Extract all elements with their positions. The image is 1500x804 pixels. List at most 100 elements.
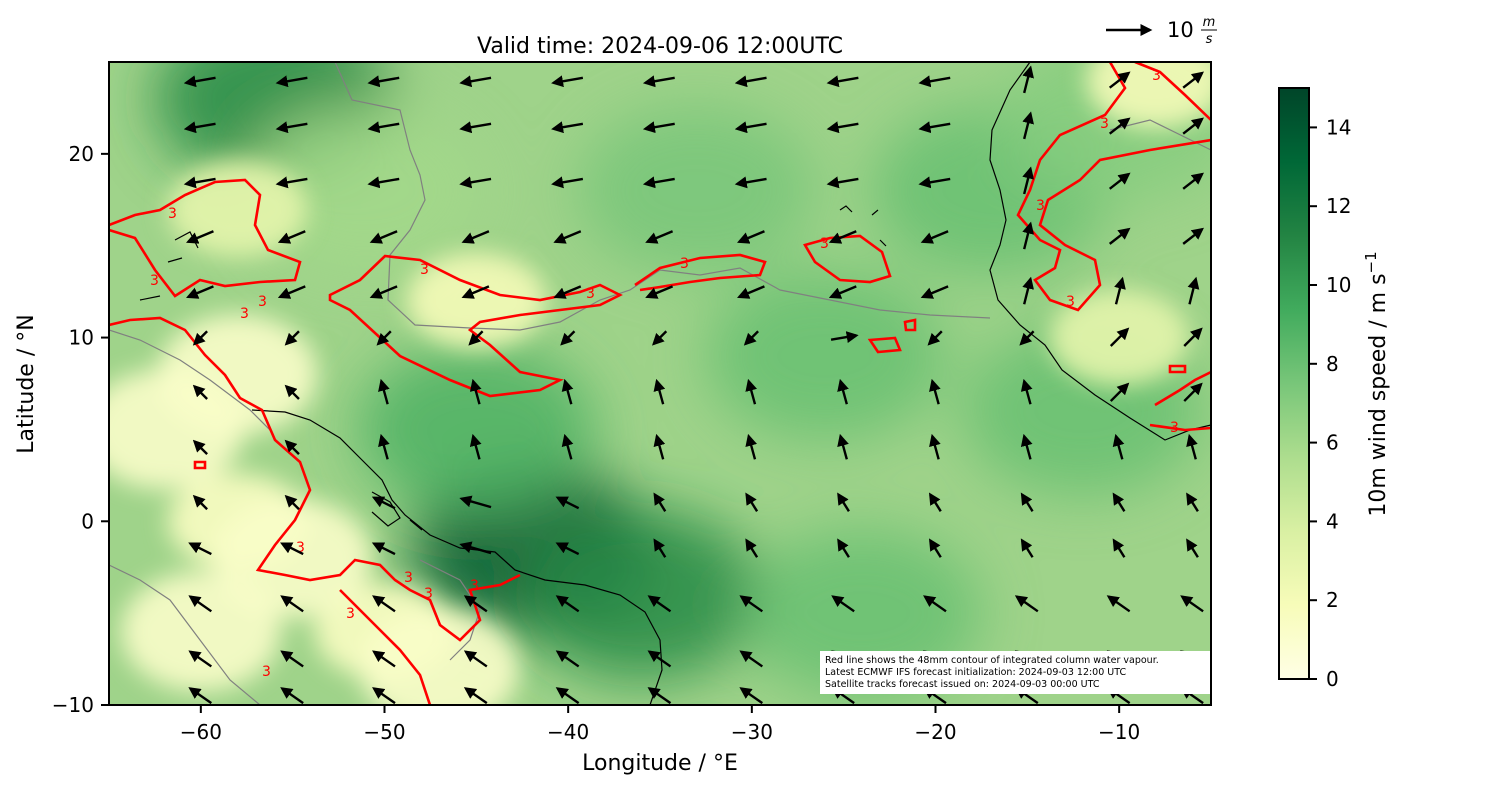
wind-vector-82	[1109, 382, 1130, 402]
wind-vector-24	[183, 176, 216, 189]
wind-speed-high-2	[521, 509, 762, 680]
wind-vector-131	[1180, 595, 1204, 613]
wind-vector-4	[551, 75, 584, 88]
wind-vector-136	[555, 650, 580, 668]
wind-vector-150	[739, 687, 764, 705]
quiver-key: 10 m s	[1106, 15, 1217, 47]
wind-vector-49	[277, 285, 306, 299]
plot-title: Valid time: 2024-09-06 12:00UTC	[477, 34, 843, 59]
wind-vector-21	[1022, 111, 1034, 140]
x-axis-label: Longitude / °E	[582, 751, 738, 776]
wind-speed-land-4	[157, 314, 318, 435]
wind-vector-22	[1108, 117, 1131, 135]
wind-vector-114	[745, 538, 759, 558]
colorbar-label-text: 10m wind speed / m s	[1366, 273, 1391, 516]
wv-contour-africa-north	[1016, 62, 1211, 312]
wind-vector-10	[1108, 71, 1131, 89]
wind-vector-43	[828, 230, 857, 244]
wind-vector-65	[652, 330, 668, 346]
quiver-key-unit-den: s	[1206, 32, 1213, 47]
wind-vector-117	[1020, 538, 1034, 558]
wind-vector-84	[192, 439, 208, 455]
wind-vector-86	[378, 433, 390, 460]
colorbar-ticks: 0 2 4 6 8 10 12 14	[1309, 115, 1351, 691]
wind-vector-59	[1187, 276, 1200, 305]
wind-vector-137	[647, 650, 672, 668]
wind-speed-low-3	[167, 160, 308, 257]
wind-vector-13	[275, 121, 308, 134]
annotation-background	[820, 651, 1211, 694]
contour-label-6: 3	[586, 286, 595, 302]
annotation-box: Red line shows the 48mm contour of integ…	[820, 651, 1211, 694]
annotation-line-3: Satellite tracks forecast issued on: 202…	[825, 679, 1100, 690]
y-tick-label: 0	[81, 509, 94, 533]
wind-vector-85	[284, 439, 300, 455]
colorbar-gradient	[1278, 87, 1310, 680]
wind-vector-23	[1182, 117, 1204, 135]
wind-speed-high-8	[356, 344, 597, 515]
wind-vector-83	[1183, 382, 1203, 402]
wind-vector-146	[372, 687, 396, 705]
gray-contour-north	[334, 62, 991, 331]
y-axis-label: Latitude / °N	[14, 314, 39, 453]
contour-label-9: 3	[1100, 116, 1109, 132]
wind-vector-122	[372, 595, 396, 613]
wind-vector-76	[561, 378, 574, 405]
wind-vector-29	[642, 176, 675, 189]
wind-vector-78	[745, 378, 757, 405]
wind-vector-34	[1108, 172, 1131, 190]
wind-vector-31	[826, 176, 859, 189]
wind-vector-126	[739, 595, 764, 613]
wind-vector-134	[372, 650, 396, 668]
wind-vector-9	[1022, 65, 1034, 94]
wind-vector-87	[469, 433, 482, 460]
contour-label-17: 3	[470, 578, 479, 594]
wind-speed-high-9	[246, 105, 487, 276]
gray-contour-south	[109, 564, 261, 705]
contour-label-3: 3	[240, 306, 249, 322]
wv-contour-africa-northeast	[1134, 62, 1211, 121]
wind-vector-103	[837, 492, 850, 512]
wind-vector-128	[923, 595, 947, 613]
wind-vector-66	[743, 330, 759, 346]
gray-contour-west	[109, 329, 271, 431]
colorbar-tick-label: 14	[1326, 115, 1351, 139]
wind-vector-64	[560, 330, 576, 346]
wind-vector-58	[1114, 276, 1126, 305]
wind-vector-100	[555, 496, 580, 510]
quiver-key-value: 10	[1167, 18, 1194, 42]
contour-label-18: 3	[346, 606, 355, 622]
contour-label-19: 3	[262, 664, 271, 680]
x-tick-label: −20	[914, 720, 956, 744]
wind-vector-20	[918, 121, 951, 134]
wind-vector-144	[188, 687, 213, 705]
wv-contour-blob-2	[903, 318, 917, 332]
contour-label-16: 3	[424, 586, 433, 602]
wind-vector-48	[186, 285, 214, 299]
annotation-line-1: Red line shows the 48mm contour of integ…	[825, 655, 1159, 666]
colorbar-tick-label: 8	[1326, 352, 1339, 376]
contour-label-2: 3	[168, 206, 177, 222]
contour-label-12: 3	[1066, 294, 1075, 310]
quiver-key-unit-num: m	[1203, 15, 1216, 30]
wind-vector-148	[555, 687, 580, 705]
wind-vector-3	[459, 75, 492, 88]
contour-label-13: 3	[1170, 420, 1179, 436]
x-tick-label: −10	[1098, 720, 1140, 744]
contour-label-14: 3	[296, 540, 305, 556]
wind-vector-50	[369, 285, 398, 299]
wind-vector-95	[1186, 433, 1198, 460]
wind-vector-108	[188, 542, 212, 556]
y-tick-label: −10	[52, 693, 94, 717]
wv-contour-south-america-north	[109, 316, 521, 642]
colorbar-label: 10m wind speed / m s−1	[1362, 251, 1391, 516]
wind-vector-129	[1014, 595, 1039, 613]
wind-vector-51	[461, 285, 490, 299]
wind-vector-89	[653, 433, 666, 460]
x-axis: −60 −50 −40 −30 −20 −10	[180, 705, 1140, 744]
wind-vector-28	[551, 176, 584, 189]
wind-speed-land-1	[212, 498, 373, 619]
wind-vector-35	[1182, 172, 1204, 190]
wind-vector-40	[553, 230, 582, 244]
wind-vector-6	[734, 75, 767, 88]
